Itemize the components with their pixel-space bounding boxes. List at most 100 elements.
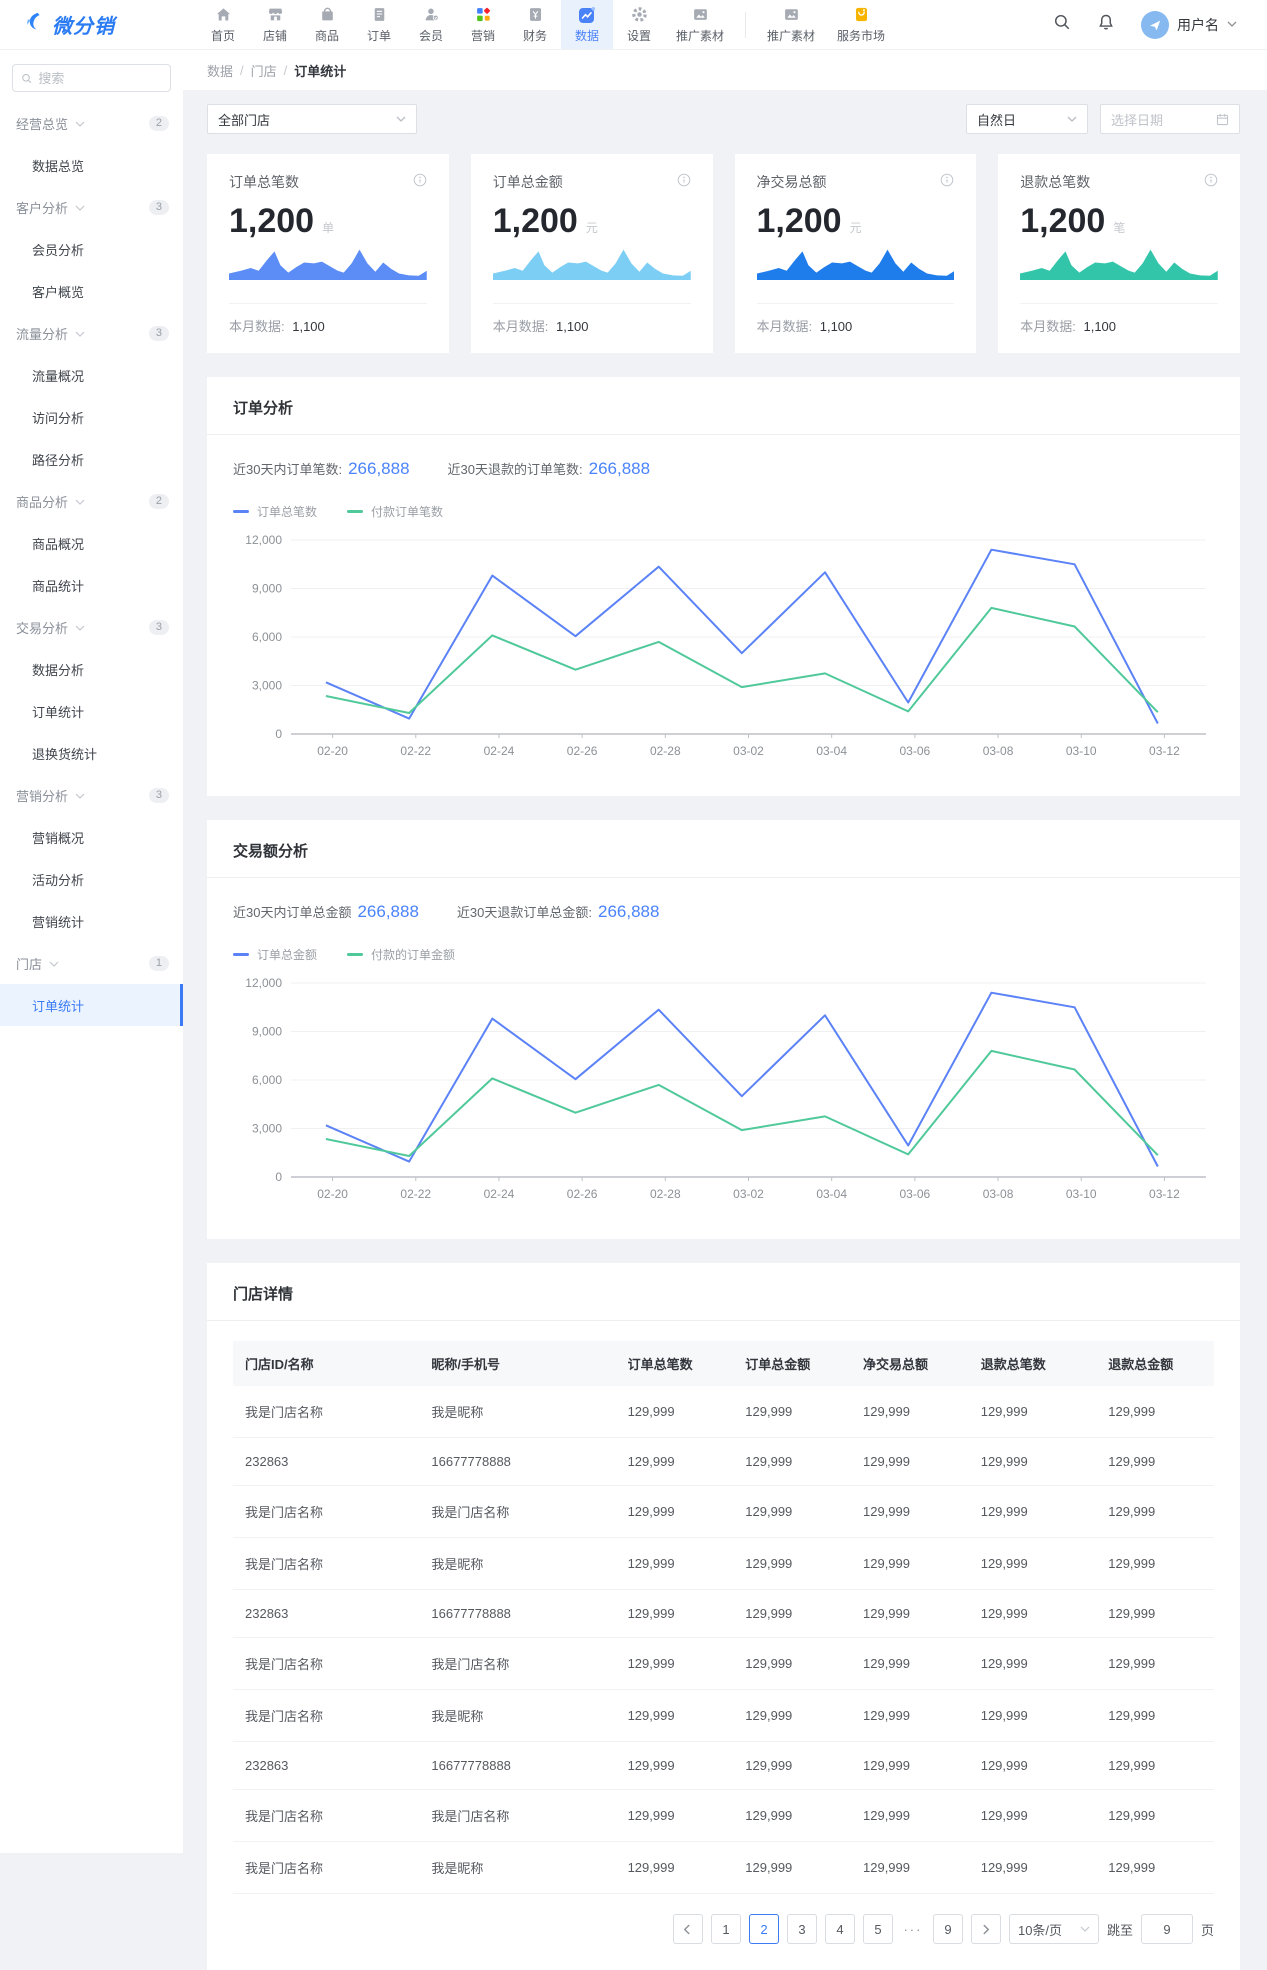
info-icon[interactable] (677, 173, 691, 192)
svg-text:6,000: 6,000 (252, 1073, 282, 1087)
date-picker[interactable]: 选择日期 (1100, 104, 1240, 134)
stat-card-month: 本月数据: 1,100 (492, 319, 589, 334)
nav-tab-推广素材[interactable]: 推广素材 (665, 0, 735, 49)
page-button-9[interactable]: 9 (932, 1914, 963, 1944)
sidebar-item-退换货统计[interactable]: 退换货统计 (32, 746, 98, 762)
sidebar-item-会员分析[interactable]: 会员分析 (32, 242, 85, 258)
period-select[interactable]: 自然日 (966, 104, 1088, 134)
legend-item[interactable]: 订单总金额 (233, 946, 317, 963)
info-icon[interactable] (940, 173, 954, 192)
sidebar-item-活动分析[interactable]: 活动分析 (32, 872, 85, 888)
sidebar-item-流量概况[interactable]: 流量概况 (32, 368, 85, 384)
group-badge: 3 (148, 619, 169, 635)
user-menu[interactable]: 用户名 (1141, 10, 1237, 39)
table-column-header: 昵称/手机号 (419, 1341, 616, 1386)
sidebar-group-流量分析[interactable]: 流量分析 3 (0, 312, 183, 354)
finance-icon (527, 6, 544, 24)
nav-label: 设置 (626, 28, 651, 43)
nav-label: 财务 (522, 28, 547, 43)
sidebar-group-交易分析[interactable]: 交易分析 3 (0, 606, 183, 648)
table-cell: 129,999 (968, 1537, 1097, 1590)
table-column-header: 退款总笔数 (968, 1341, 1097, 1386)
page-button-1[interactable]: 1 (710, 1914, 741, 1944)
nav-tab-商品[interactable]: 商品 (301, 0, 353, 49)
chevron-down-icon (75, 200, 85, 215)
svg-text:03-10: 03-10 (1066, 1187, 1097, 1201)
table-cell: 129,999 (615, 1485, 734, 1538)
prev-page-button[interactable] (672, 1914, 703, 1944)
sidebar-search-input[interactable] (38, 70, 162, 86)
table-column-header: 订单总笔数 (615, 1341, 734, 1386)
sidebar-item-商品统计[interactable]: 商品统计 (32, 578, 85, 594)
page-button-2[interactable]: 2 (748, 1914, 779, 1944)
sidebar-item-商品概况[interactable]: 商品概况 (32, 536, 85, 552)
chevron-down-icon (75, 620, 85, 635)
period-value: 自然日 (977, 112, 1017, 128)
sidebar-group-营销分析[interactable]: 营销分析 3 (0, 774, 183, 816)
nav-tab-店铺[interactable]: 店铺 (249, 0, 301, 49)
nav-tab-服务市场[interactable]: 服务市场 (826, 0, 896, 49)
breadcrumb-link-store[interactable]: 门店 (250, 63, 277, 79)
sidebar-item-数据总览[interactable]: 数据总览 (32, 158, 85, 174)
next-page-button[interactable] (970, 1914, 1001, 1944)
panel-title: 交易额分析 (233, 843, 309, 860)
nav-tab-营销[interactable]: 营销 (457, 0, 509, 49)
svg-text:02-28: 02-28 (650, 1187, 681, 1201)
page-size-select[interactable]: 10条/页 (1008, 1914, 1099, 1944)
nav-tab-数据[interactable]: 数据 (561, 0, 613, 49)
sidebar-item-数据分析[interactable]: 数据分析 (32, 662, 85, 678)
svg-text:02-22: 02-22 (400, 1187, 431, 1201)
svg-text:03-08: 03-08 (983, 1187, 1014, 1201)
bell-icon[interactable] (1097, 13, 1115, 36)
sidebar-item-访问分析[interactable]: 访问分析 (32, 410, 85, 426)
nav-tab-财务[interactable]: 财务 (509, 0, 561, 49)
nav-label: 商品 (314, 28, 339, 43)
nav-tab-设置[interactable]: 设置 (613, 0, 665, 49)
svg-text:02-24: 02-24 (484, 744, 515, 758)
table-cell: 129,999 (968, 1637, 1097, 1690)
info-icon[interactable] (1204, 173, 1218, 192)
legend-item[interactable]: 付款的订单金额 (347, 946, 455, 963)
store-filter-select[interactable]: 全部门店 (207, 104, 417, 134)
table-cell: 232863 (233, 1437, 420, 1486)
nav-tab-推广素材[interactable]: 推广素材 (756, 0, 826, 49)
table-cell: 129,999 (615, 1537, 734, 1590)
table-row: 232863 16677778888 129,999 129,999 129,999 12… (233, 1741, 1214, 1790)
logo-text: 微分销 (52, 16, 115, 38)
breadcrumb-link-data[interactable]: 数据 (207, 63, 234, 79)
chevron-down-icon (75, 494, 85, 509)
sidebar-search[interactable] (12, 64, 171, 92)
nav-tab-订单[interactable]: 订单 (353, 0, 405, 49)
nav-tab-会员[interactable]: 会员 (405, 0, 457, 49)
store-detail-panel: 门店详情 门店ID/名称 昵称/手机号 订单总笔数 订单总金额 净交易总额 退款总笔数 退款… (207, 1263, 1240, 1970)
sidebar-group-客户分析[interactable]: 客户分析 3 (0, 186, 183, 228)
marketing-icon (475, 6, 492, 24)
table-cell: 129,999 (1096, 1485, 1214, 1538)
sidebar-item-营销概况[interactable]: 营销概况 (32, 830, 85, 846)
jump-page-input[interactable] (1140, 1914, 1193, 1944)
info-icon[interactable] (413, 173, 427, 192)
svg-text:03-08: 03-08 (983, 744, 1014, 758)
sidebar-item-营销统计[interactable]: 营销统计 (32, 914, 85, 930)
search-icon[interactable] (1053, 13, 1071, 36)
table-cell: 129,999 (615, 1841, 734, 1894)
table-cell: 我是门店名称 (233, 1841, 420, 1894)
sidebar-group-商品分析[interactable]: 商品分析 2 (0, 480, 183, 522)
page-button-3[interactable]: 3 (786, 1914, 817, 1944)
svg-text:03-12: 03-12 (1149, 1187, 1180, 1201)
legend-item[interactable]: 订单总笔数 (233, 503, 317, 520)
sidebar-item-客户概览[interactable]: 客户概览 (32, 284, 85, 300)
sidebar-group-经营总览[interactable]: 经营总览 2 (0, 102, 183, 144)
sidebar-item-路径分析[interactable]: 路径分析 (32, 452, 85, 468)
sidebar-item-订单统计[interactable]: 订单统计 (0, 984, 183, 1026)
sidebar-item-订单统计[interactable]: 订单统计 (32, 704, 85, 720)
sidebar-group-门店[interactable]: 门店 1 (0, 942, 183, 984)
page-button-4[interactable]: 4 (824, 1914, 855, 1944)
legend-item[interactable]: 付款订单笔数 (347, 503, 443, 520)
table-cell: 129,999 (851, 1841, 969, 1894)
table-cell: 我是昵称 (419, 1537, 616, 1590)
jump-suffix: 页 (1200, 1922, 1214, 1938)
page-button-5[interactable]: 5 (862, 1914, 893, 1944)
nav-tab-首页[interactable]: 首页 (197, 0, 249, 49)
